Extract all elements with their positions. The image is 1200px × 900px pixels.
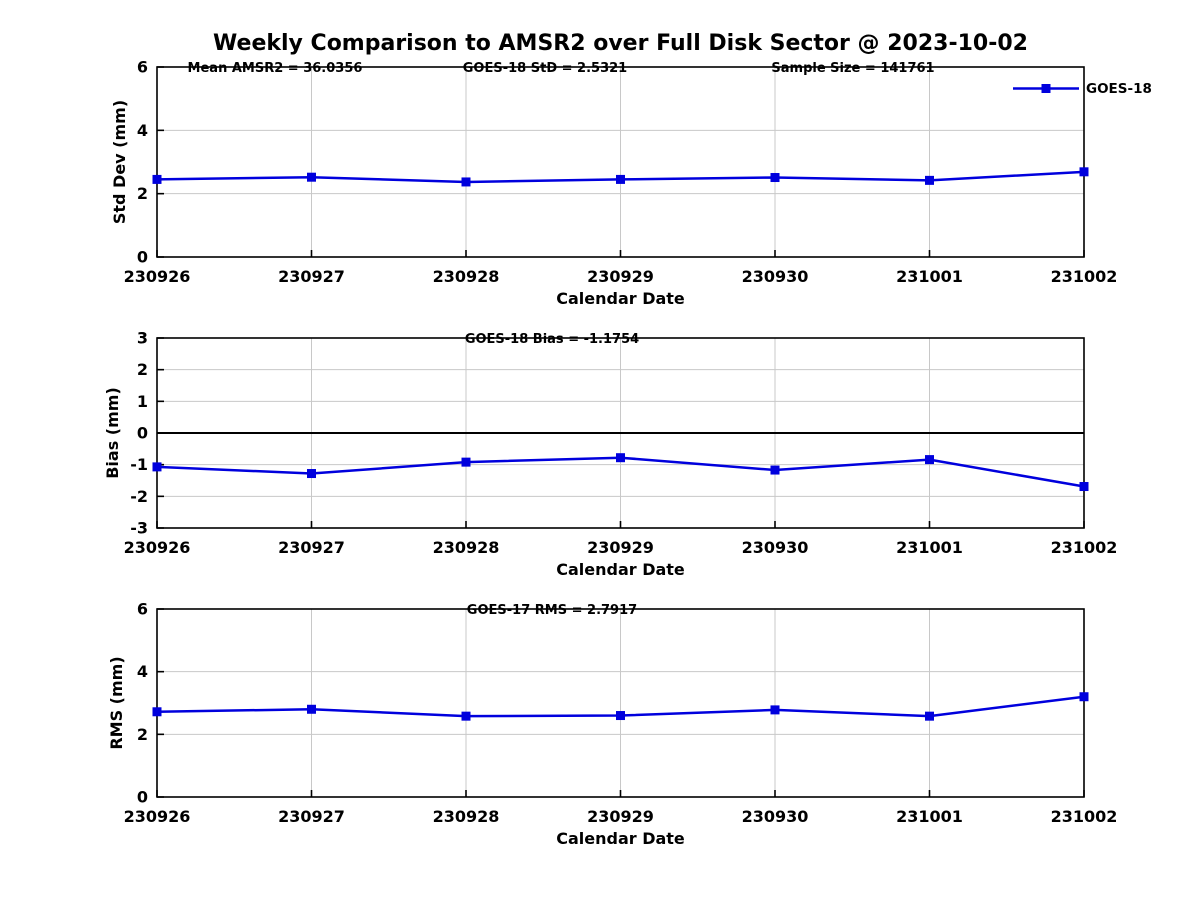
data-point-marker [307, 172, 316, 182]
x-tick-label: 231001 [896, 807, 963, 826]
x-tick-label: 230930 [742, 807, 809, 826]
annotation-text: Mean AMSR2 = 36.0356 [188, 61, 363, 76]
data-point-marker [1079, 167, 1089, 177]
y-tick-label: 6 [137, 600, 148, 619]
data-point-marker [925, 455, 934, 465]
data-point-marker [616, 711, 625, 721]
x-axis-label: Calendar Date [556, 289, 685, 308]
data-point-marker [770, 465, 780, 475]
y-tick-label: 2 [137, 184, 148, 203]
y-tick-label: 0 [137, 248, 148, 267]
x-tick-label: 230928 [433, 807, 500, 826]
data-point-marker [1079, 482, 1089, 492]
legend-marker [1041, 84, 1051, 93]
x-tick-label: 230930 [742, 538, 809, 557]
data-point-marker [152, 462, 162, 472]
x-tick-label: 230926 [124, 267, 191, 286]
x-axis-label: Calendar Date [556, 829, 685, 848]
y-tick-label: 2 [137, 360, 148, 379]
x-tick-label: 230929 [587, 538, 654, 557]
x-tick-label: 231002 [1051, 807, 1118, 826]
data-point-marker [616, 453, 625, 463]
data-point-marker [616, 174, 625, 184]
y-tick-label: 0 [137, 788, 148, 807]
x-tick-label: 230927 [278, 538, 345, 557]
x-tick-label: 230928 [433, 267, 500, 286]
y-tick-label: 0 [137, 424, 148, 443]
y-tick-label: 1 [137, 392, 148, 411]
data-point-marker [152, 174, 162, 184]
data-point-marker [770, 173, 780, 183]
data-point-marker [925, 711, 934, 721]
y-tick-label: 6 [137, 58, 148, 77]
x-tick-label: 231002 [1051, 538, 1118, 557]
y-tick-label: -2 [130, 487, 148, 506]
data-point-marker [1079, 692, 1089, 702]
y-tick-label: -3 [130, 519, 148, 538]
data-point-marker [925, 175, 934, 185]
x-tick-label: 231001 [896, 538, 963, 557]
figure-title: Weekly Comparison to AMSR2 over Full Dis… [213, 31, 1028, 56]
y-tick-label: 4 [137, 121, 148, 140]
x-tick-label: 230930 [742, 267, 809, 286]
y-tick-label: 3 [137, 329, 148, 348]
data-point-marker [461, 457, 471, 467]
x-tick-label: 230926 [124, 807, 191, 826]
data-point-marker [461, 177, 471, 187]
annotation-text: GOES-18 Bias = -1.1754 [465, 332, 639, 347]
x-tick-label: 230927 [278, 807, 345, 826]
x-tick-label: 230927 [278, 267, 345, 286]
data-point-marker [307, 704, 316, 714]
x-axis-label: Calendar Date [556, 560, 685, 579]
legend-label: GOES-18 [1086, 81, 1152, 97]
x-tick-label: 231001 [896, 267, 963, 286]
x-tick-label: 230928 [433, 538, 500, 557]
annotation-text: Sample Size = 141761 [771, 61, 934, 76]
x-tick-label: 230929 [587, 267, 654, 286]
data-point-marker [461, 711, 471, 721]
data-point-marker [770, 705, 780, 715]
y-axis-label: Std Dev (mm) [110, 100, 129, 224]
x-tick-label: 230929 [587, 807, 654, 826]
data-point-marker [307, 469, 316, 479]
y-tick-label: 4 [137, 662, 148, 681]
y-tick-label: 2 [137, 725, 148, 744]
data-point-marker [152, 707, 162, 717]
x-tick-label: 231002 [1051, 267, 1118, 286]
x-tick-label: 230926 [124, 538, 191, 557]
annotation-text: GOES-17 RMS = 2.7917 [467, 603, 637, 618]
y-axis-label: Bias (mm) [103, 387, 122, 479]
y-axis-label: RMS (mm) [107, 656, 126, 749]
annotation-text: GOES-18 StD = 2.5321 [463, 61, 627, 76]
y-tick-label: -1 [130, 455, 148, 474]
